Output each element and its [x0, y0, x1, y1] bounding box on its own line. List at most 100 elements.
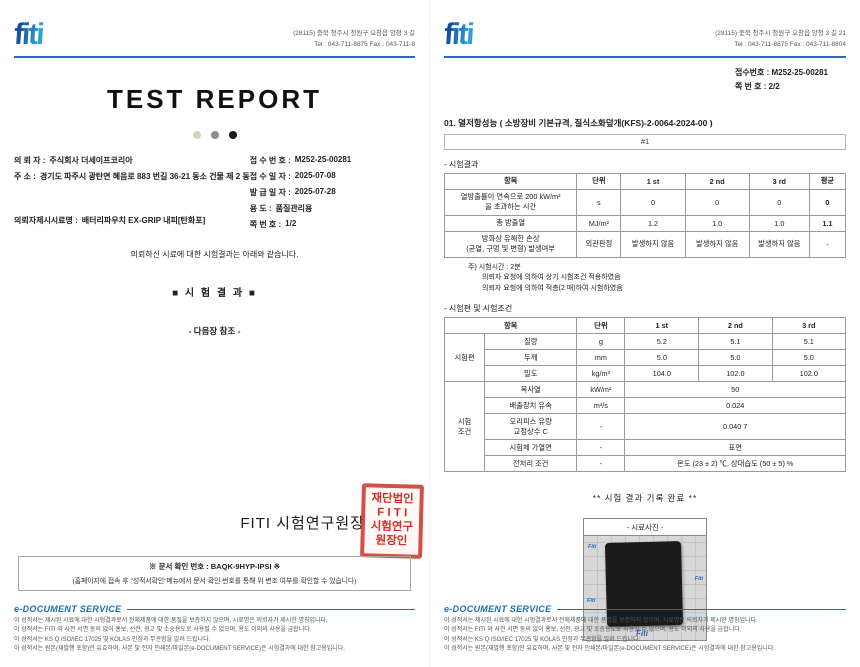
cell-unit: MJ/m²: [576, 214, 622, 232]
cell-value: 1.0: [748, 214, 810, 232]
cell-item: 복사열: [484, 381, 578, 399]
results-table-label: - 시험결과: [444, 159, 479, 169]
disclaimer-line: 이 성적서는 KS Q ISO/IEC 17025 및 KOLAS 인정과 무관…: [14, 636, 211, 643]
client-row: 의 뢰 자 : 주식회사 더세이프코리아: [14, 155, 250, 166]
spacer-row: [14, 201, 250, 210]
cell-value: 온도 (23 ± 2) ℃, 상대습도 (50 ± 5) %: [624, 455, 846, 473]
dot-black: [228, 131, 237, 139]
page-no-label: 쪽 번 호 :: [249, 220, 282, 229]
col-1st: 1 st: [624, 317, 700, 335]
edocument-service-title: e-DOCUMENT SERVICE: [14, 604, 122, 614]
request-info-right: 접 수 번 호 : M252-25-00281 접 수 일 자 : 2025-0…: [250, 155, 415, 235]
sample-name-value: 배터리파우치 EX-GRIP 내피[탄화포]: [81, 216, 206, 225]
cell-item: 질량: [484, 333, 578, 351]
cell-value: 5.0: [624, 349, 700, 367]
request-info: 의 뢰 자 : 주식회사 더세이프코리아 주 소 : 경기도 파주시 광탄면 혜…: [14, 155, 415, 235]
stamp-line: 시험연구: [370, 520, 414, 534]
address-line1: (28115) 충북 청주시 청원구 오창읍 양청 3 길 21: [715, 30, 846, 38]
page2-footer: e-DOCUMENT SERVICE 이 성적서는 제시된 시료에 대한 시험결…: [444, 604, 846, 654]
col-3rd: 3 rd: [771, 317, 847, 335]
cell-unit: 외관판정: [576, 230, 622, 258]
report-page-2: fiti (28115) 충북 청주시 청원구 오창읍 양청 3 길 21 Te…: [430, 0, 860, 667]
report-page-1: fiti (28115) 충북 청주시 청원구 오창읍 양청 3 길 Tel :…: [12, 0, 430, 667]
table-row: 시험편 질량 g 5.2 5.1 5.1: [443, 333, 847, 383]
receipt-date-value: 2025-07-08: [294, 171, 336, 180]
fiti-logo: fiti: [442, 18, 474, 51]
sample-id-box: #1: [444, 133, 846, 150]
cell-item: 밀도: [484, 365, 578, 383]
receipt-no-label: 접 수 번 호 :: [249, 156, 291, 165]
col-2nd: 2 nd: [684, 172, 750, 190]
edocument-service-title: e-DOCUMENT SERVICE: [444, 604, 552, 614]
fiti-watermark: Fiti: [694, 576, 703, 583]
col-1st: 1 st: [620, 172, 686, 190]
sample-photo: Fiti Fiti Fiti Fiti: [584, 536, 706, 641]
cell-value: 표면: [624, 439, 846, 457]
disclaimer-line: 이 성적서는 제시된 시료에 대한 시험결과로서 전체제품에 대한 품질을 보증…: [14, 618, 328, 624]
cell-value: 104.0: [624, 365, 700, 383]
client-address-label: 주 소 :: [14, 172, 36, 181]
use-row: 용 도 : 품질관리용: [250, 203, 415, 214]
doc-check-note: (홈페이지에 접속 후 "성적서확인"메뉴에서 문서 확인 번호를 통해 위 변…: [72, 578, 357, 585]
stamp-line: 재단법인: [371, 492, 414, 506]
disclaimer-line: 이 성적서는 원본(재발행 포함)만 유효하며, 사본 및 전자 인쇄본/파일본…: [14, 645, 345, 652]
footer-rule: [557, 608, 846, 610]
cell-average: -: [808, 230, 847, 258]
reception-info: 접수번호 : M252-25-00281 쪽 번 호 : 2/2: [735, 66, 828, 95]
cell-value: 5.1: [698, 333, 773, 351]
table-row: 시험 조건 복사열 kW/m² 50: [443, 381, 846, 473]
table-header-row: 항목 단위 1 st 2 nd 3 rd: [443, 317, 847, 335]
cell-value: 50: [624, 381, 846, 399]
page2-header: fiti (28115) 충북 청주시 청원구 오창읍 양청 3 길 21 Te…: [442, 12, 846, 58]
report-title: TEST REPORT: [106, 84, 322, 114]
specimen-conditions-table: 항목 단위 1 st 2 nd 3 rd 시험편 질량 g 5.2 5.1 5.…: [443, 317, 847, 473]
stamp-line: F I T I: [377, 506, 408, 520]
table-header-row: 항목 단위 1 st 2 nd 3 rd 평균: [443, 172, 847, 190]
stamp-line: 원장인: [375, 534, 408, 548]
reception-number: 접수번호 : M252-25-00281: [734, 68, 828, 77]
page1-header: fiti (28115) 충북 청주시 청원구 오창읍 양청 3 길 Tel :…: [12, 12, 415, 58]
group-conditions: 시험 조건: [443, 381, 486, 473]
cell-value: 102.0: [698, 365, 773, 383]
request-info-left: 의 뢰 자 : 주식회사 더세이프코리아 주 소 : 경기도 파주시 광탄면 혜…: [14, 155, 250, 235]
cell-average: 0: [808, 188, 847, 216]
sample-name-row: 의뢰자제시시료명 : 배터리파우치 EX-GRIP 내피[탄화포]: [14, 215, 250, 226]
test-results-table: 항목 단위 1 st 2 nd 3 rd 평균 열방출률이 연속으로 200 k…: [443, 172, 847, 258]
receipt-date-label: 접 수 일 자 :: [249, 172, 291, 181]
cell-unit: -: [576, 413, 626, 441]
cell-unit: mm: [576, 349, 626, 367]
cell-value: 0: [620, 188, 686, 216]
address-line2: Tel : 043-711-8875 Fax : 043-711-8: [314, 40, 415, 48]
dot-beige: [192, 131, 201, 139]
footer-disclaimers: 이 성적서는 제시된 시료에 대한 시험결과로서 전체제품에 대한 품질을 보증…: [14, 617, 415, 654]
issue-date-value: 2025-07-28: [294, 187, 336, 196]
page-number: 쪽 번 호 : 2/2: [734, 82, 780, 92]
col-unit: 단위: [576, 172, 622, 190]
col-item: 항목: [443, 172, 578, 190]
test-section-title: 01. 열저항성능 ( 소방장비 기본규격, 질식소화덮개(KFS)-2-006…: [444, 117, 713, 128]
note-line: 의뢰자 요청에 의하여 상기 시험조건 적용하였음: [482, 274, 621, 282]
disclaimer-line: 이 성적서는 제시된 시료에 대한 시험결과로서 전체제품에 대한 품질을 보증…: [444, 618, 758, 624]
sample-photo-title: - 시료사진 -: [584, 519, 706, 537]
col-item: 항목: [443, 317, 578, 335]
result-heading: ■ 시 험 결 과 ■: [172, 288, 257, 299]
cell-value: 발생하지 않음: [684, 230, 750, 258]
test-notes: 주) 시험시간 : 2분 의뢰자 요청에 의하여 상기 시험조건 적용하였음 의…: [444, 263, 846, 295]
cell-item: 두께: [484, 349, 578, 367]
table-row: 시험체 가열면 - 표면: [445, 439, 846, 457]
use-label: 용 도 :: [249, 204, 272, 213]
cell-value: 1.0: [684, 214, 750, 232]
cell-unit: s: [576, 188, 622, 216]
issue-date-row: 발 급 일 자 : 2025-07-28: [250, 187, 415, 198]
receipt-no-row: 접 수 번 호 : M252-25-00281: [250, 155, 415, 166]
cell-item: 시험체 가열면: [484, 439, 578, 457]
fiti-watermark: Fiti: [636, 629, 648, 639]
dot-gray: [210, 131, 219, 139]
address-line1: (28115) 충북 청주시 청원구 오창읍 양청 3 길: [293, 30, 415, 38]
fiti-watermark: Fiti: [587, 598, 596, 605]
fiti-logo: fiti: [12, 18, 44, 51]
cell-item: 총 방출열: [443, 214, 578, 232]
table-row: 오리피스 유량 교정상수 C - 0.040 7: [445, 413, 846, 441]
completion-note: ** 시험 결과 기록 완료 **: [592, 493, 698, 504]
cell-value: 0: [748, 188, 810, 216]
